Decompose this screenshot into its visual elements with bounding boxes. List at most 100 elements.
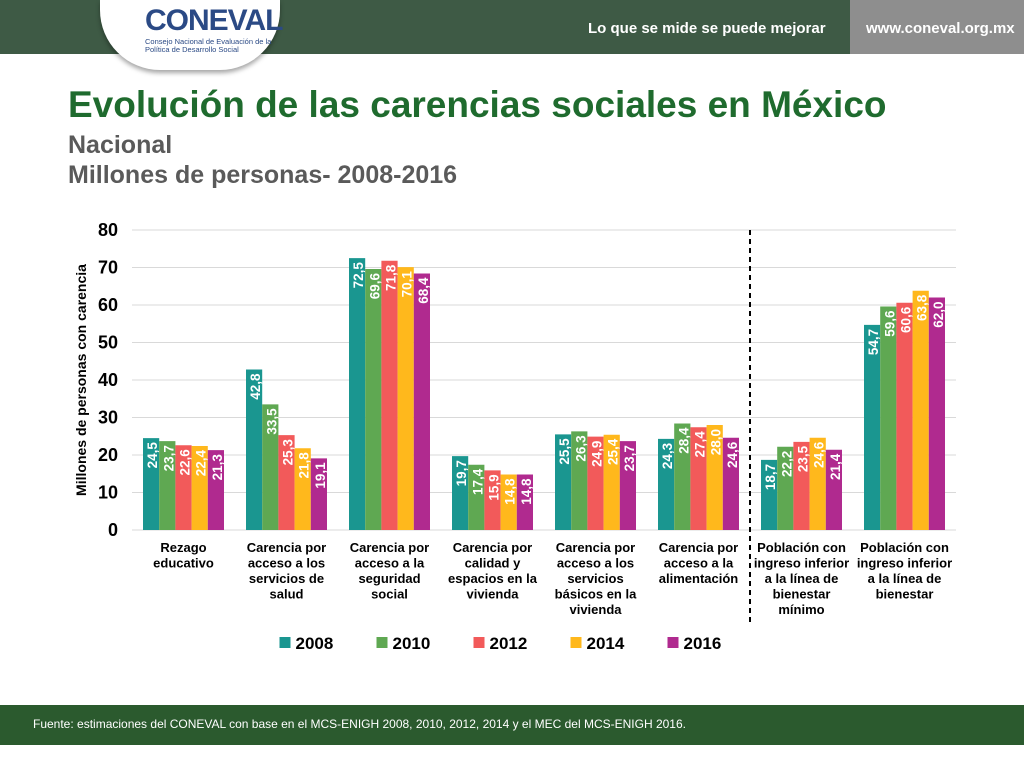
- bar: [365, 269, 382, 530]
- header-website-panel: [850, 0, 1024, 54]
- bar: [825, 449, 842, 530]
- data-label: 23,7: [622, 445, 637, 471]
- x-tick-label: vivienda: [569, 602, 622, 617]
- data-label: 42,8: [248, 373, 263, 400]
- bar: [262, 404, 279, 530]
- data-label: 19,1: [313, 462, 328, 489]
- footer-source: Fuente: estimaciones del CONEVAL con bas…: [33, 717, 686, 731]
- data-label: 54,7: [866, 329, 881, 355]
- bar: [603, 434, 620, 530]
- data-label: 24,5: [145, 442, 160, 469]
- x-tick-label: social: [371, 587, 408, 602]
- bar: [500, 474, 517, 530]
- data-label: 26,3: [573, 435, 588, 462]
- x-tick-label: seguridad: [358, 571, 420, 586]
- data-label: 24,6: [725, 441, 740, 468]
- x-tick-label: servicios: [567, 571, 623, 586]
- x-tick-label: ingreso inferior: [754, 556, 849, 571]
- bar: [912, 290, 929, 530]
- data-label: 72,5: [351, 262, 366, 289]
- x-tick-label: acceso a la: [664, 556, 734, 571]
- data-label: 24,3: [660, 442, 675, 469]
- bar: [413, 273, 430, 530]
- legend-swatch: [570, 637, 582, 648]
- x-tick-label: vivienda: [466, 587, 519, 602]
- data-label: 25,3: [281, 439, 296, 466]
- x-tick-label: ingreso inferior: [857, 556, 952, 571]
- x-tick-label: mínimo: [778, 602, 824, 617]
- bar: [809, 437, 826, 530]
- bar: [294, 448, 311, 530]
- bar: [880, 306, 897, 530]
- legend-label: 2010: [393, 634, 431, 653]
- bar: [555, 434, 572, 530]
- y-tick-label: 80: [98, 220, 118, 240]
- bar: [928, 297, 945, 530]
- legend-label: 2008: [296, 634, 334, 653]
- x-tick-label: acceso a los: [557, 556, 634, 571]
- y-tick-label: 60: [98, 295, 118, 315]
- data-label: 23,5: [796, 445, 811, 472]
- x-tick-label: Rezago: [160, 540, 206, 555]
- bar: [587, 436, 604, 530]
- logo-tab: [100, 0, 280, 70]
- bar: [397, 267, 414, 530]
- legend-label: 2012: [490, 634, 528, 653]
- x-tick-label: acceso a la: [355, 556, 425, 571]
- data-label: 21,3: [210, 454, 225, 481]
- data-label: 14,8: [503, 478, 518, 505]
- data-label: 27,4: [693, 431, 708, 458]
- website-link[interactable]: www.coneval.org.mx: [866, 20, 1015, 37]
- bar: [571, 431, 588, 530]
- y-tick-label: 0: [108, 520, 118, 540]
- legend-swatch: [376, 637, 388, 648]
- bar: [674, 423, 691, 530]
- x-tick-label: alimentación: [659, 571, 739, 586]
- data-label: 59,6: [882, 310, 897, 337]
- legend-swatch: [279, 637, 291, 648]
- bar: [516, 474, 533, 530]
- data-label: 18,7: [763, 464, 778, 490]
- data-label: 68,4: [416, 277, 431, 304]
- y-tick-label: 10: [98, 483, 118, 503]
- x-tick-label: calidad y: [465, 556, 521, 571]
- data-label: 71,8: [384, 264, 399, 291]
- bar: [246, 369, 263, 530]
- x-tick-label: a la línea de: [765, 571, 839, 586]
- data-label: 21,8: [297, 452, 312, 479]
- bar: [619, 441, 636, 530]
- bar: [310, 458, 327, 530]
- page-subtitle: Nacional Millones de personas- 2008-2016: [68, 130, 457, 190]
- x-tick-label: Carencia por: [556, 540, 635, 555]
- data-label: 33,5: [264, 408, 279, 435]
- y-axis-label: Millones de personas con carencia: [73, 264, 89, 496]
- data-label: 23,7: [161, 445, 176, 471]
- x-tick-label: Carencia por: [247, 540, 326, 555]
- logo-name: CONEVAL: [145, 4, 283, 37]
- data-label: 69,6: [367, 273, 382, 300]
- bar: [722, 437, 739, 530]
- x-tick-label: acceso a los: [248, 556, 325, 571]
- data-label: 14,8: [519, 478, 534, 505]
- x-tick-label: Población con: [860, 540, 949, 555]
- y-tick-label: 30: [98, 408, 118, 428]
- data-label: 22,6: [178, 449, 193, 476]
- x-tick-label: salud: [270, 587, 304, 602]
- subtitle-line-1: Nacional: [68, 131, 173, 159]
- bar: [793, 441, 810, 530]
- bar: [143, 438, 160, 530]
- x-tick-label: básicos en la: [555, 587, 637, 602]
- legend-swatch: [667, 637, 679, 648]
- x-tick-label: Población con: [757, 540, 846, 555]
- bar: [761, 459, 778, 530]
- data-label: 25,5: [557, 438, 572, 465]
- bar: [175, 445, 192, 530]
- data-label: 70,1: [400, 271, 415, 298]
- slogan: Lo que se mide se puede mejorar: [588, 20, 826, 37]
- bar: [191, 446, 208, 530]
- data-label: 17,4: [470, 468, 485, 495]
- y-tick-label: 20: [98, 445, 118, 465]
- bar: [896, 302, 913, 530]
- x-tick-label: espacios en la: [448, 571, 538, 586]
- bar: [777, 446, 794, 530]
